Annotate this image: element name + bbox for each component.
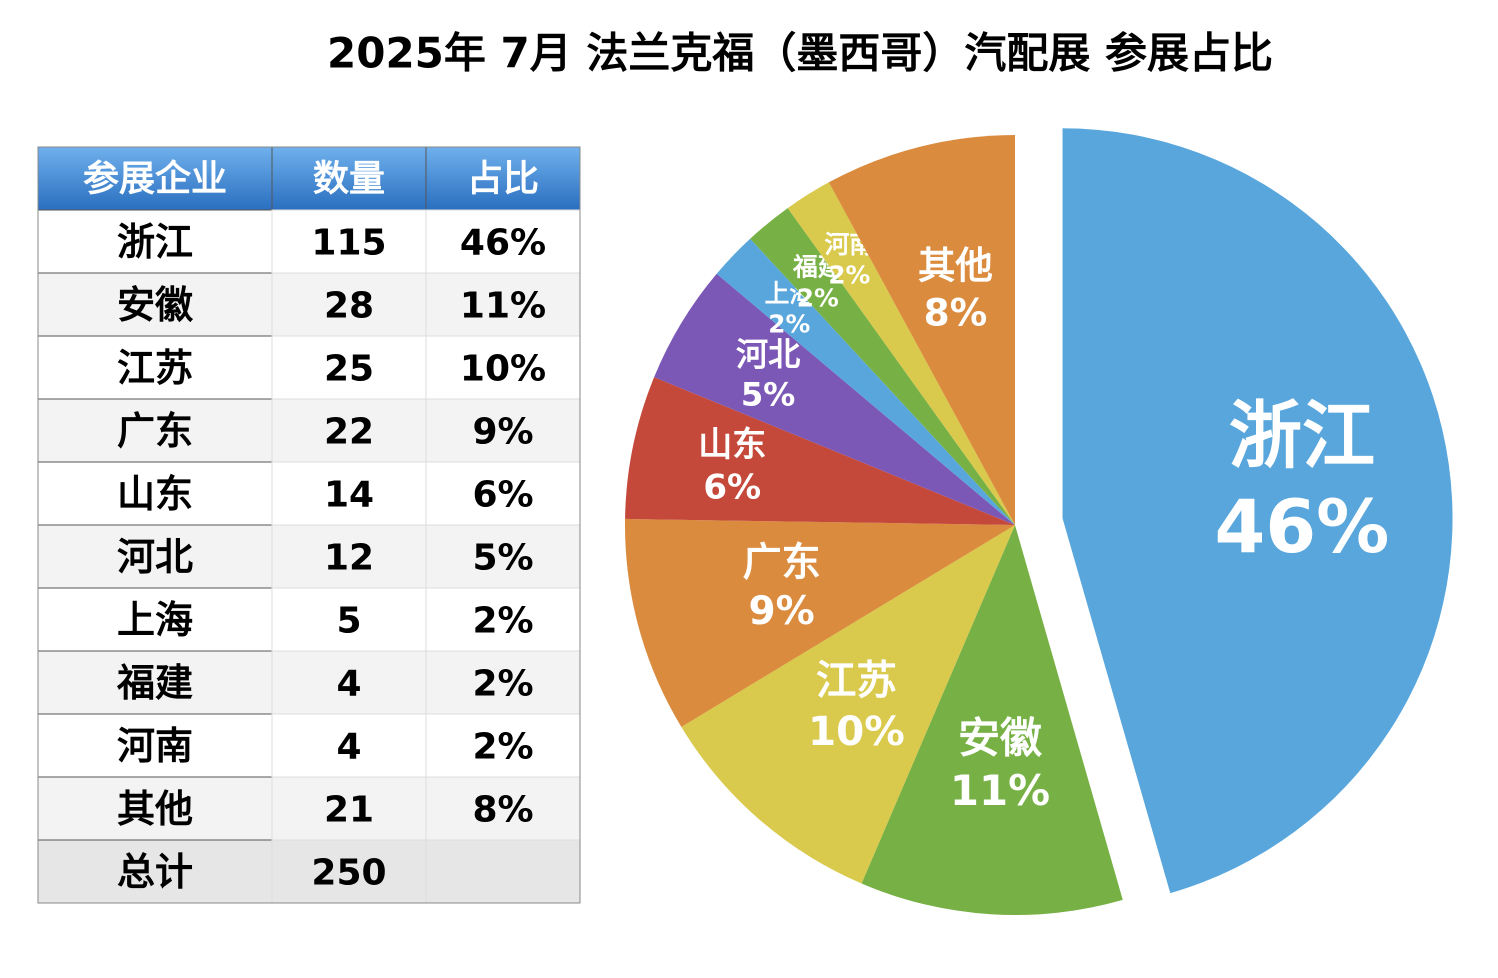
chart-title: 2025年 7月 法兰克福（墨西哥）汽配展 参展占比: [327, 29, 1273, 78]
pie-slice: [750, 208, 1015, 525]
cell: [425, 461, 581, 526]
slice-value: 5%: [741, 375, 796, 413]
cell-text: 4: [336, 727, 361, 768]
cell: [271, 839, 427, 904]
row-label: 江苏: [117, 346, 193, 390]
row-label: 总计: [117, 850, 193, 894]
slice-value: 9%: [748, 589, 814, 634]
slice-value: 2%: [797, 283, 839, 312]
cell-text: 2%: [472, 601, 533, 642]
cell-text: 9%: [472, 412, 533, 453]
row-label: 其他: [117, 787, 193, 831]
cell: [37, 209, 273, 274]
cell-text: 2%: [472, 727, 533, 768]
slice-label: 其他: [918, 244, 993, 288]
slice-value: 2%: [828, 261, 870, 290]
row-label: 安徽: [117, 283, 194, 327]
cell: [271, 461, 427, 526]
pie-slice: [861, 525, 1123, 915]
cell: [425, 524, 581, 589]
slice-value: 10%: [808, 707, 905, 755]
cell-text: 46%: [460, 223, 546, 264]
slice-label: 山东: [698, 425, 766, 465]
header-text: 参展企业: [83, 158, 227, 200]
cell-text: 22: [324, 412, 374, 453]
cell: [425, 839, 581, 904]
slice-value: 6%: [703, 468, 761, 508]
cell-text: 5%: [472, 538, 533, 579]
cell: [37, 713, 273, 778]
cell: [37, 335, 273, 400]
cell-text: 4: [336, 664, 361, 705]
slice-label: 浙江: [1229, 394, 1375, 479]
cell-text: 10%: [460, 349, 546, 390]
slice-label: 安徽: [958, 714, 1042, 763]
pie-slice: [1062, 128, 1453, 894]
row-label: 上海: [117, 598, 193, 642]
cell: [271, 524, 427, 589]
cell-text: 8%: [472, 790, 533, 831]
pie-slice: [654, 273, 1015, 525]
cell: [271, 713, 427, 778]
cell: [271, 398, 427, 463]
cell: [425, 335, 581, 400]
pie-slice: [625, 377, 1015, 525]
cell: [425, 209, 581, 274]
slice-label: 河北: [736, 335, 800, 373]
pie-slice: [681, 525, 1015, 884]
cell-text: 115: [311, 223, 386, 264]
cell: [37, 587, 273, 652]
row-label: 福建: [116, 661, 193, 705]
cell-text: 6%: [472, 475, 533, 516]
header-text: 占比: [467, 159, 539, 200]
cell: [425, 650, 581, 715]
row-label: 广东: [117, 409, 193, 453]
cell-text: 5: [336, 601, 361, 642]
slice-value: 2%: [768, 310, 810, 339]
slice-label: 江苏: [816, 656, 897, 704]
cell-text: 28: [324, 286, 374, 327]
cell: [37, 524, 273, 589]
cell-text: 2%: [472, 664, 533, 705]
pie-slice: [625, 518, 1015, 727]
cell-text: 21: [324, 790, 374, 831]
row-label: 河南: [117, 724, 193, 768]
row-label: 浙江: [117, 220, 193, 264]
header-cell: [37, 146, 273, 211]
cell: [425, 398, 581, 463]
row-label: 山东: [117, 472, 193, 516]
table-border: [37, 146, 581, 904]
header-cell: [271, 146, 427, 211]
cell-text: 11%: [460, 286, 546, 327]
slice-value: 46%: [1215, 485, 1390, 570]
cell-text: 14: [324, 475, 374, 516]
cell-text: 250: [311, 853, 386, 894]
cell: [271, 272, 427, 337]
slice-value: 11%: [950, 766, 1050, 815]
cell-text: 12: [324, 538, 374, 579]
slice-label: 广东: [743, 540, 821, 585]
pie-slice: [716, 238, 1015, 526]
cell: [271, 587, 427, 652]
pie-slice: [787, 182, 1015, 525]
cell: [37, 398, 273, 463]
row-label: 河北: [117, 535, 193, 579]
cell: [37, 650, 273, 715]
header-text: 数量: [313, 159, 385, 200]
cell-text: 25: [324, 349, 374, 390]
slice-value: 8%: [924, 290, 988, 334]
cell: [37, 776, 273, 841]
pie-slice: [828, 135, 1015, 525]
cell: [271, 209, 427, 274]
